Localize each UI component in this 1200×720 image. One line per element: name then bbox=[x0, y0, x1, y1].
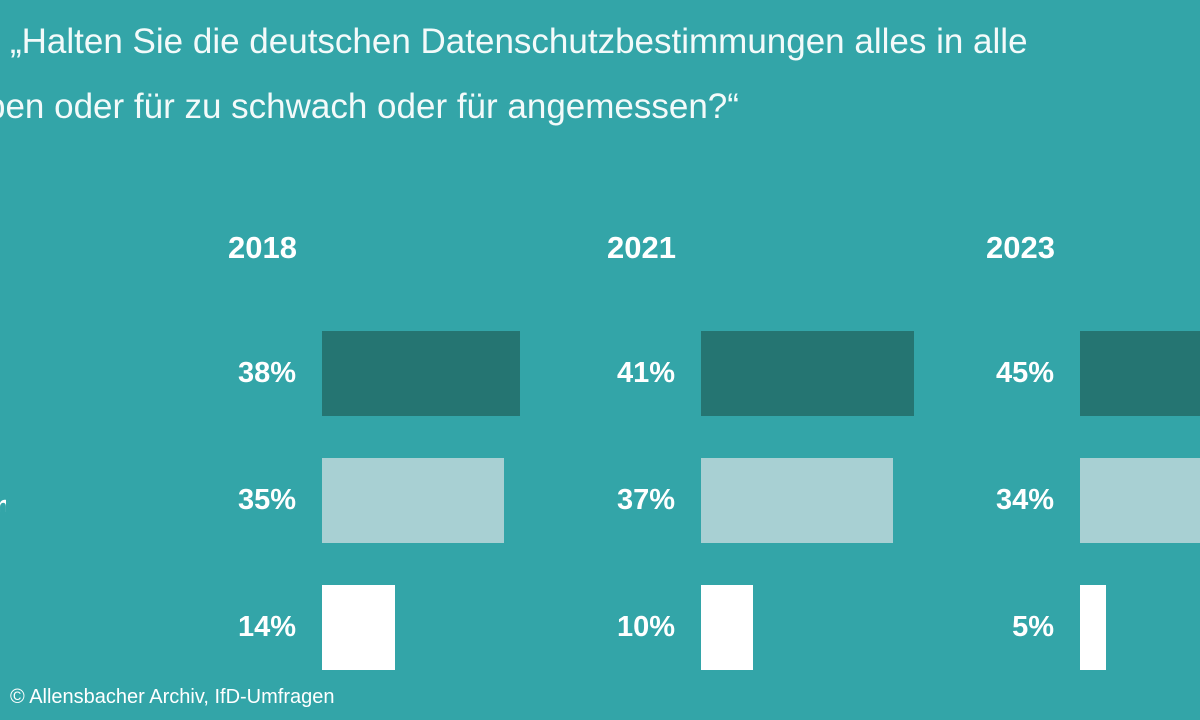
bar-2023-row-1 bbox=[1080, 331, 1200, 416]
bar-2021-row-3 bbox=[701, 585, 753, 670]
question-line-1: „Halten Sie die deutschen Datenschutzbes… bbox=[10, 22, 1028, 61]
bar-2023-row-2 bbox=[1080, 458, 1200, 543]
cropped-row-label-fragment: n bbox=[0, 490, 6, 512]
value-label-2023-row-2: 34% bbox=[995, 483, 1054, 516]
year-label-2023: 2023 bbox=[986, 230, 1055, 265]
value-label-2023-row-3: 5% bbox=[1012, 610, 1054, 643]
year-label-2018: 2018 bbox=[228, 230, 297, 265]
value-label-2023-row-1: 45% bbox=[995, 356, 1054, 389]
value-label-2021-row-1: 41% bbox=[616, 356, 675, 389]
bar-2018-row-3 bbox=[322, 585, 395, 670]
source-credit: © Allensbacher Archiv, IfD-Umfragen bbox=[10, 686, 335, 708]
year-label-2021: 2021 bbox=[607, 230, 676, 265]
bar-2018-row-2 bbox=[322, 458, 504, 543]
bar-2023-row-3 bbox=[1080, 585, 1106, 670]
bar-2021-row-1 bbox=[701, 331, 915, 416]
bar-2021-row-2 bbox=[701, 458, 894, 543]
question-title: „Halten Sie die deutschen Datenschutzbes… bbox=[0, 0, 1200, 140]
value-label-2018-row-1: 38% bbox=[237, 356, 296, 389]
value-label-2021-row-2: 37% bbox=[616, 483, 675, 516]
value-label-2018-row-3: 14% bbox=[237, 610, 296, 643]
value-label-2021-row-3: 10% bbox=[616, 610, 675, 643]
question-line-2: ben oder für zu schwach oder für angemes… bbox=[0, 87, 739, 126]
value-label-2018-row-2: 35% bbox=[237, 483, 296, 516]
bar-2018-row-1 bbox=[322, 331, 520, 416]
